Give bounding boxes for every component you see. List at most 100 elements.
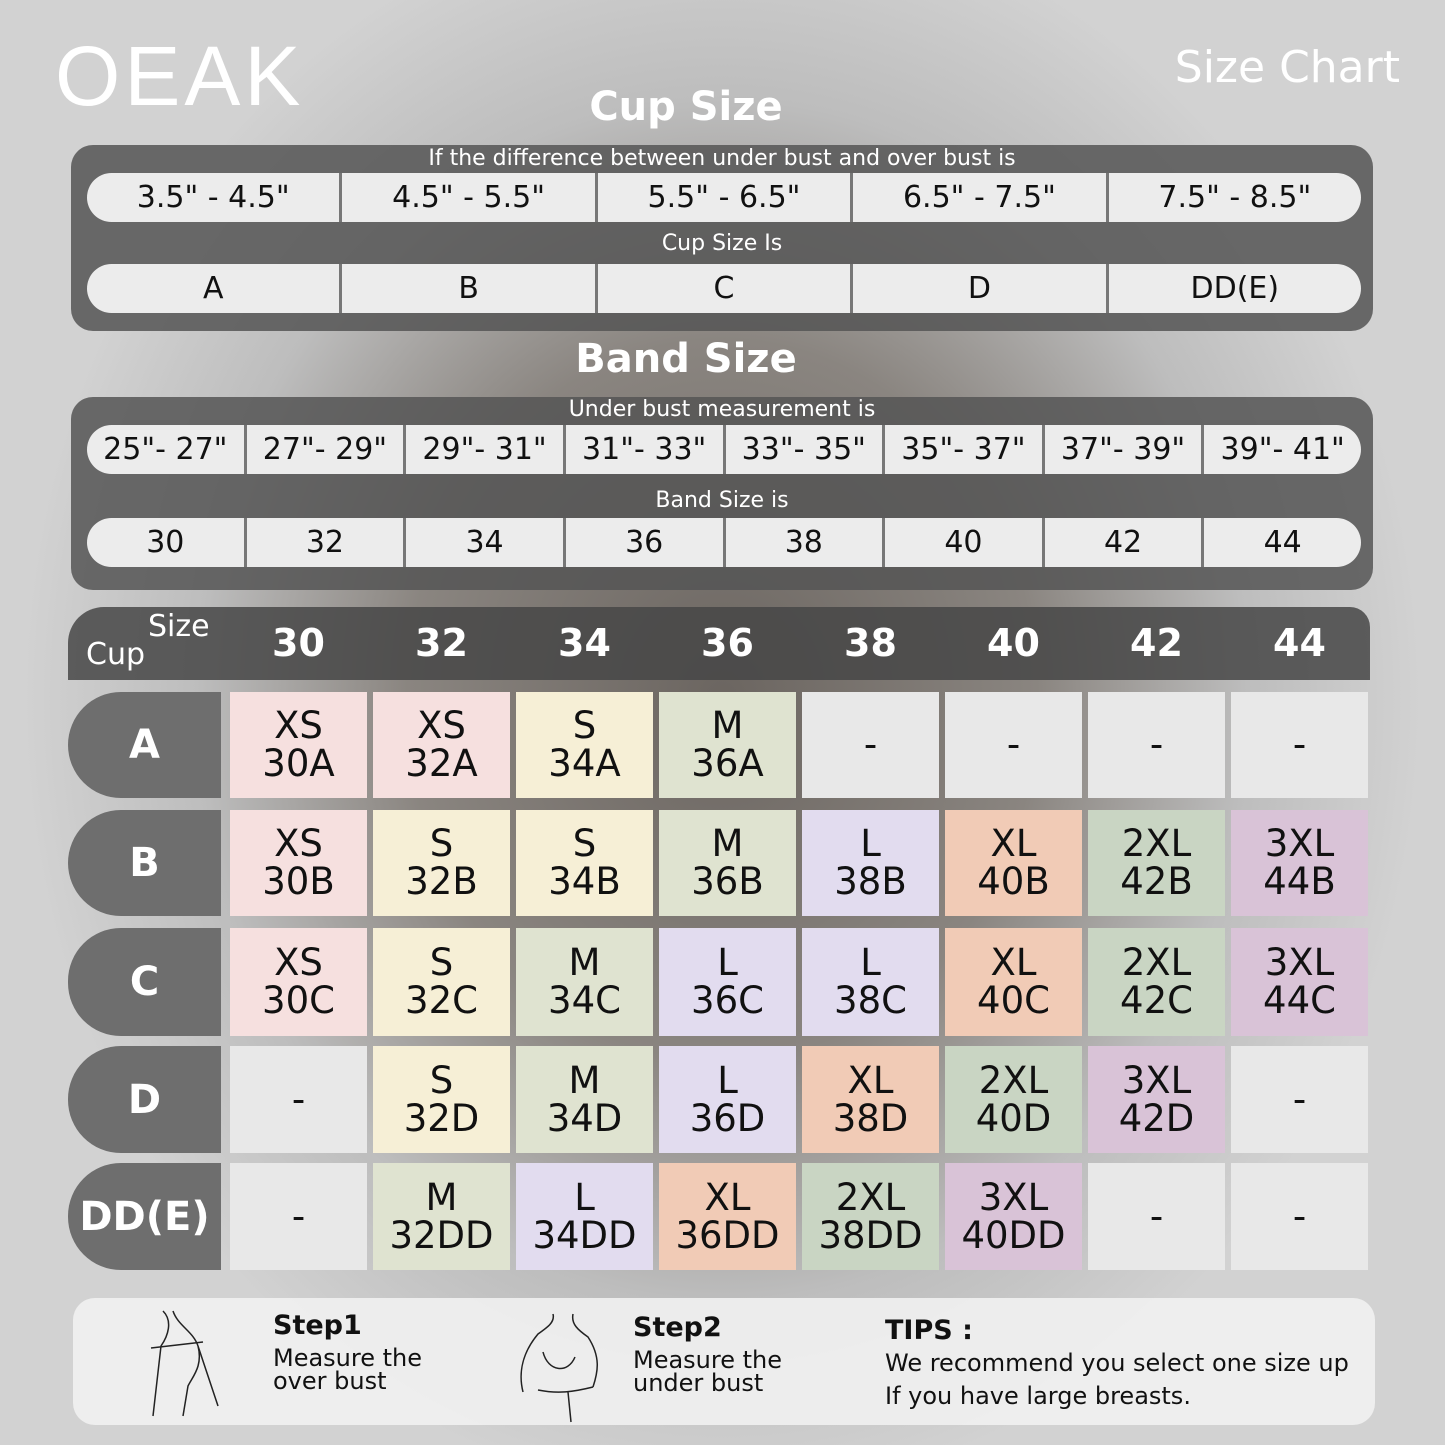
size-cell: 2XL 42C bbox=[1088, 928, 1225, 1036]
step2-title: Step2 bbox=[633, 1312, 722, 1343]
size-letter: XS bbox=[274, 822, 323, 865]
step1-line2: over bust bbox=[273, 1367, 387, 1395]
band-number-cell: 30 bbox=[87, 518, 247, 567]
size-cell: 2XL 38DD bbox=[802, 1163, 939, 1270]
size-code: 32D bbox=[403, 1096, 480, 1140]
size-letter: 2XL bbox=[978, 1058, 1049, 1102]
band-number-cell: 40 bbox=[885, 518, 1045, 567]
cup-letter-cell: A bbox=[87, 264, 343, 313]
size-cell: - bbox=[230, 1163, 367, 1270]
size-cell: 2XL 40D bbox=[945, 1046, 1082, 1153]
size-cell: L 34DD bbox=[516, 1163, 653, 1270]
size-letter: - bbox=[1149, 723, 1164, 766]
size-letter: L bbox=[860, 941, 881, 984]
size-letter: M bbox=[568, 1058, 601, 1102]
size-code: 30A bbox=[262, 742, 335, 785]
cup-range-cell: 7.5" - 8.5" bbox=[1158, 180, 1312, 215]
band-number-row: 30 32 34 36 38 40 42 44 bbox=[87, 518, 1361, 567]
size-letter: M bbox=[568, 941, 601, 984]
measure-guide: Step1 Measure the over bust Step2 Measure t… bbox=[73, 1298, 1375, 1425]
size-cell: S 32D bbox=[373, 1046, 510, 1153]
size-code: 36A bbox=[691, 742, 764, 785]
size-code: 40C bbox=[977, 979, 1050, 1022]
cup-letter-cell: DD(E) bbox=[1190, 271, 1280, 306]
cup-range-cell: 3.5" - 4.5" bbox=[87, 173, 343, 222]
size-cell: M 34C bbox=[516, 928, 653, 1036]
size-code: 34A bbox=[548, 742, 621, 785]
tips-line2: If you have large breasts. bbox=[885, 1382, 1191, 1410]
size-letter: - bbox=[1292, 1194, 1307, 1238]
band-range-cell: 35"- 37" bbox=[885, 425, 1045, 474]
size-cell: L 36C bbox=[659, 928, 796, 1036]
size-letter: S bbox=[429, 1058, 454, 1102]
size-code: 36C bbox=[691, 979, 764, 1022]
step2-line1: Measure the bbox=[633, 1346, 783, 1374]
size-letter: XL bbox=[847, 1058, 894, 1102]
over-bust-figure-icon bbox=[150, 1310, 219, 1417]
size-letter: XS bbox=[274, 941, 323, 984]
size-cell: M 34D bbox=[516, 1046, 653, 1153]
size-cell: XL 40B bbox=[945, 810, 1082, 916]
size-code: 34C bbox=[548, 979, 621, 1022]
size-code: 32B bbox=[405, 860, 478, 903]
column-header: 36 bbox=[701, 621, 754, 665]
size-letter: XL bbox=[704, 1175, 751, 1219]
size-letter: 3XL bbox=[978, 1175, 1049, 1219]
size-cell: - bbox=[1088, 692, 1225, 798]
band-range-cell: 31"- 33" bbox=[566, 425, 726, 474]
cup-row-label: B bbox=[68, 810, 221, 916]
size-cell: - bbox=[945, 692, 1082, 798]
band-size-title: Band Size bbox=[575, 336, 797, 382]
cup-letter-cell: C bbox=[598, 264, 854, 313]
size-code: 30C bbox=[262, 979, 335, 1022]
cup-header: Cup bbox=[86, 637, 146, 672]
size-cell: 3XL 44B bbox=[1231, 810, 1368, 916]
band-number-cell: 44 bbox=[1263, 525, 1302, 560]
size-code: 34D bbox=[546, 1096, 623, 1140]
cup-size-title: Cup Size bbox=[589, 84, 783, 130]
size-code: 40B bbox=[977, 860, 1050, 903]
cup-range-cell: 4.5" - 5.5" bbox=[342, 173, 598, 222]
size-code: 36D bbox=[689, 1096, 766, 1140]
size-code: 30B bbox=[262, 860, 335, 903]
size-letter: L bbox=[574, 1175, 595, 1219]
size-letter: M bbox=[711, 704, 744, 747]
size-code: 38B bbox=[834, 860, 907, 903]
column-header: 30 bbox=[272, 621, 325, 665]
size-code: 32A bbox=[405, 742, 478, 785]
cup-row-label: A bbox=[68, 692, 221, 798]
column-header: 40 bbox=[987, 621, 1040, 665]
band-range-cell: 29"- 31" bbox=[406, 425, 566, 474]
column-header: 44 bbox=[1273, 621, 1326, 665]
size-cell: L 36D bbox=[659, 1046, 796, 1153]
size-code: 34B bbox=[548, 860, 621, 903]
size-cell: XL 38D bbox=[802, 1046, 939, 1153]
size-code: 44B bbox=[1263, 860, 1336, 903]
size-letter: 3XL bbox=[1264, 822, 1335, 865]
size-cell: M 32DD bbox=[373, 1163, 510, 1270]
column-header: 32 bbox=[415, 621, 468, 665]
step2-line2: under bust bbox=[633, 1369, 764, 1397]
size-letter: S bbox=[572, 822, 597, 865]
size-code: 42D bbox=[1118, 1096, 1195, 1140]
size-letter: 2XL bbox=[1121, 822, 1192, 865]
size-code: 32C bbox=[405, 979, 478, 1022]
cup-row-label: C bbox=[68, 928, 221, 1036]
size-cell: M 36B bbox=[659, 810, 796, 916]
cup-range-cell: 6.5" - 7.5" bbox=[853, 173, 1109, 222]
size-cell: S 32B bbox=[373, 810, 510, 916]
size-letter: - bbox=[1292, 1077, 1307, 1121]
under-bust-figure-icon bbox=[520, 1313, 598, 1423]
size-cell: XL 40C bbox=[945, 928, 1082, 1036]
size-header: Size bbox=[148, 609, 210, 644]
size-letter: XS bbox=[417, 704, 466, 747]
difference-label: If the difference between under bust and… bbox=[428, 146, 1016, 171]
size-letter: S bbox=[572, 704, 597, 747]
size-cell: S 34A bbox=[516, 692, 653, 798]
size-code: 44C bbox=[1263, 979, 1336, 1022]
size-letter: 2XL bbox=[835, 1175, 906, 1219]
size-letter: L bbox=[717, 941, 738, 984]
cup-letter-cell: B bbox=[342, 264, 598, 313]
size-cell: S 32C bbox=[373, 928, 510, 1036]
size-code: 32DD bbox=[389, 1213, 494, 1257]
